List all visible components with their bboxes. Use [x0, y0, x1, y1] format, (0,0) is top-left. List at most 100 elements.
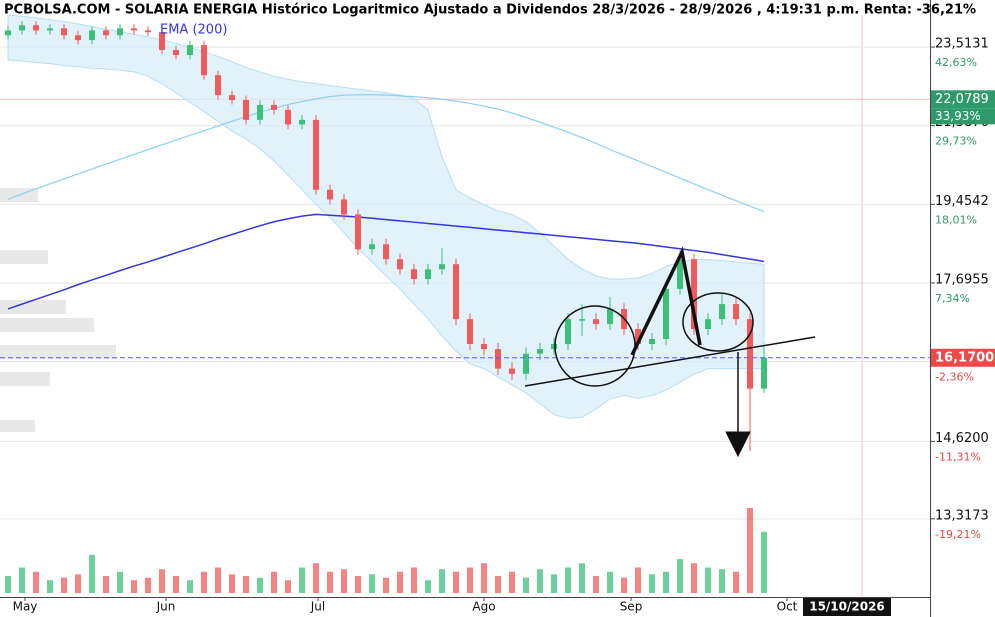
- reference-pct-box: [931, 108, 995, 125]
- volume-bar: [649, 574, 655, 593]
- head-line: [630, 246, 702, 356]
- x-tick-label: May: [13, 600, 38, 614]
- candle-body: [537, 349, 543, 354]
- candle-body: [495, 349, 501, 369]
- plot: [0, 14, 930, 593]
- candle-body: [271, 104, 277, 110]
- volume-bar: [215, 567, 221, 593]
- candle-body: [663, 288, 669, 339]
- candle-body: [509, 368, 515, 374]
- candle-body: [61, 28, 67, 36]
- cursor-date-box: [803, 598, 891, 616]
- volume-bar: [159, 569, 165, 593]
- shoulder-circle: [682, 292, 754, 352]
- reference-pct: 33,93%: [935, 109, 981, 123]
- candle-body: [705, 319, 711, 330]
- volume-bar: [327, 571, 333, 593]
- candle-body: [733, 304, 739, 320]
- candle-body: [355, 214, 361, 250]
- candle-body: [117, 28, 123, 36]
- candle-body: [47, 28, 53, 31]
- volume-bar: [383, 577, 389, 593]
- volume-bar: [173, 576, 179, 593]
- volume-bar: [201, 571, 207, 593]
- volume-bar: [47, 580, 53, 593]
- volume-bar: [5, 576, 11, 593]
- x-tick-label: Oct: [777, 600, 798, 614]
- background-layer: [0, 15, 930, 597]
- candle-body: [607, 308, 613, 325]
- candle-body: [453, 264, 459, 320]
- volume-bar: [719, 569, 725, 593]
- candle-body: [747, 319, 753, 389]
- volume-bar: [19, 567, 25, 593]
- reference-label-box: [931, 90, 995, 109]
- pct-label: 7,34%: [935, 292, 970, 305]
- cursor-date: 15/10/2026: [809, 600, 885, 614]
- pct-label: -11,31%: [935, 450, 981, 463]
- volume-bar: [523, 577, 529, 593]
- volume-profile: [0, 318, 94, 332]
- pct-label: 18,01%: [935, 213, 977, 226]
- candle-body: [257, 104, 263, 120]
- volume-bar: [271, 571, 277, 593]
- volume-bar: [663, 571, 669, 593]
- volume-bar: [369, 574, 375, 593]
- candle-body: [719, 304, 725, 320]
- volume-bar: [103, 576, 109, 593]
- volume-profile: [0, 372, 50, 386]
- volume-bar: [33, 571, 39, 593]
- candle-body: [635, 329, 641, 345]
- candle-body: [383, 244, 389, 260]
- candle-body: [299, 119, 305, 125]
- pct-label: 42,63%: [935, 56, 977, 69]
- volume-bar: [313, 563, 319, 593]
- volume-bar: [355, 576, 361, 593]
- candle-body: [677, 259, 683, 289]
- candle-body: [691, 259, 697, 330]
- volume-bar: [607, 571, 613, 593]
- candle-body: [369, 244, 375, 250]
- candle-body: [33, 25, 39, 31]
- reference-label: 22,0789: [935, 92, 989, 107]
- annotations: [524, 246, 816, 458]
- volume-bar: [341, 569, 347, 593]
- volume-bar: [145, 577, 151, 593]
- pct-label: -2,36%: [935, 371, 974, 384]
- volume-bar: [677, 559, 683, 593]
- volume-bar: [761, 531, 767, 593]
- candle-body: [565, 319, 571, 345]
- candle-body: [75, 35, 81, 41]
- candle-body: [481, 344, 487, 350]
- y-tick-label: 13,3173: [935, 508, 989, 523]
- y-tick-label: 23,5131: [935, 37, 989, 52]
- candle-body: [523, 353, 529, 374]
- volume-bar: [299, 567, 305, 593]
- y-tick-label: 17,6955: [935, 272, 989, 287]
- volume-bar: [257, 577, 263, 593]
- candle-body: [341, 199, 347, 215]
- candle-body: [649, 338, 655, 345]
- candle-body: [19, 25, 25, 31]
- candle-body: [187, 45, 193, 55]
- volume-bar: [733, 571, 739, 593]
- volume-bar: [439, 569, 445, 593]
- volume-bar: [243, 576, 249, 593]
- candle-body: [229, 95, 235, 101]
- volume-bar: [425, 580, 431, 593]
- candle-body: [89, 30, 95, 41]
- volume-bar: [747, 508, 753, 593]
- candle-body: [593, 319, 599, 325]
- candle-body: [327, 189, 333, 200]
- volume-bar: [187, 580, 193, 593]
- axis-layer: 23,513142,63%21,387629,73%19,454218,01%1…: [13, 37, 995, 614]
- volume-bar: [537, 569, 543, 593]
- volume-profile: [0, 345, 116, 359]
- ma-line: [7, 94, 765, 212]
- candle-body: [145, 30, 151, 33]
- candle-body: [5, 30, 11, 36]
- volume-bar: [89, 554, 95, 593]
- volume-profile: [0, 250, 48, 264]
